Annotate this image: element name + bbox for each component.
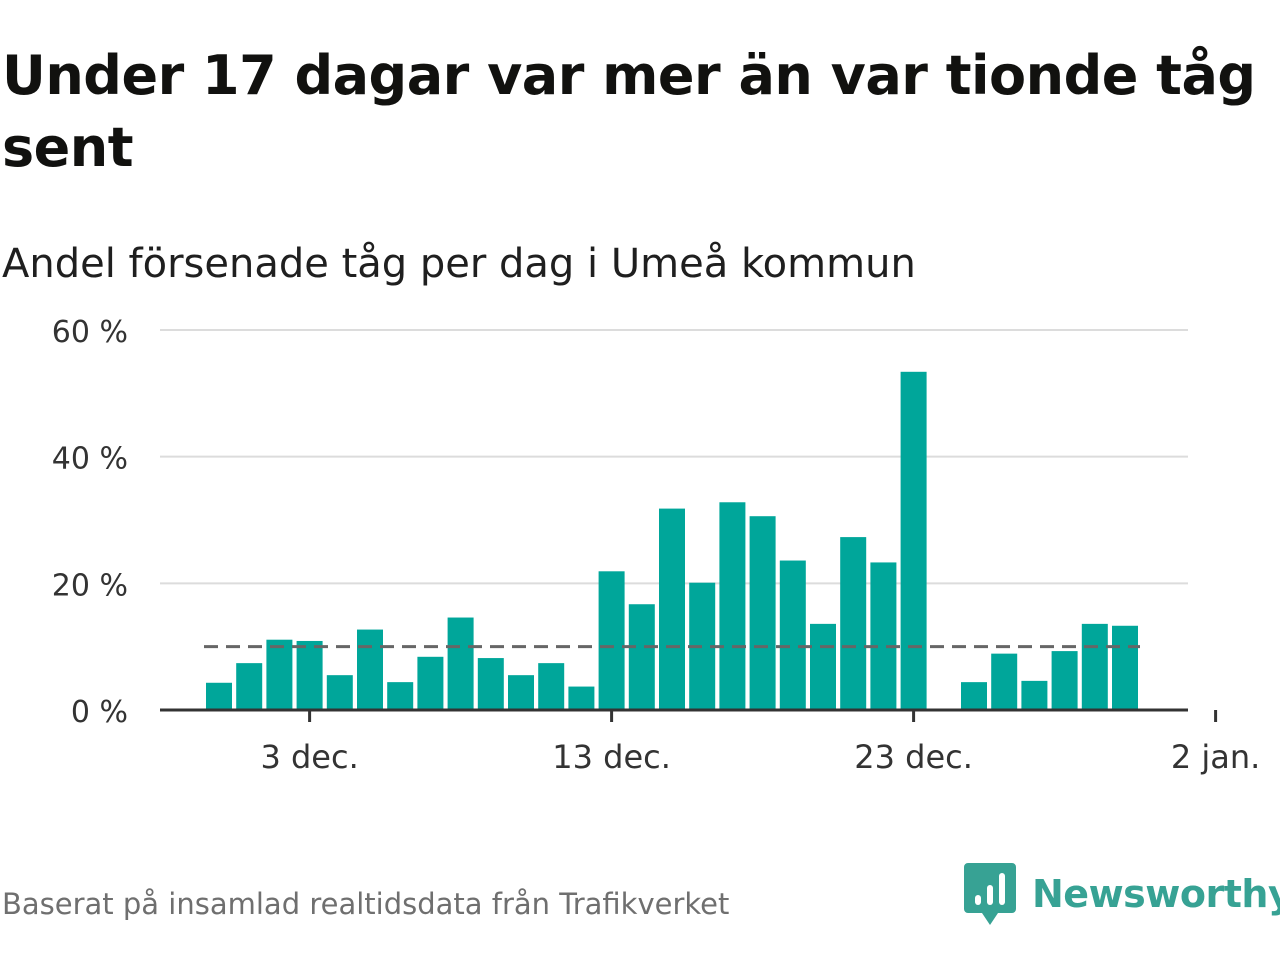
y-tick-label: 60 %: [52, 315, 128, 350]
x-tick-label: 23 dec.: [854, 738, 973, 776]
bar: [357, 629, 383, 710]
bar: [266, 639, 293, 710]
bar: [719, 502, 746, 710]
bars: [206, 371, 1138, 710]
x-tick-label: 3 dec.: [260, 738, 358, 776]
chart-title: Under 17 dagar var mer än var tionde tåg…: [2, 44, 1256, 179]
bar: [961, 682, 987, 710]
bar: [749, 516, 776, 710]
bar: [840, 537, 867, 710]
bar: [387, 682, 414, 710]
source-note: Baserat på insamlad realtidsdata från Tr…: [2, 887, 730, 921]
bar: [236, 663, 263, 710]
bar: [900, 371, 927, 710]
newsworthy-logo-icon: [964, 863, 1016, 925]
y-tick-label: 0 %: [71, 695, 128, 730]
x-tick-label: 2 jan.: [1171, 738, 1260, 776]
y-tick-label: 40 %: [52, 442, 128, 477]
bar: [538, 663, 565, 710]
bar: [991, 653, 1018, 710]
brand-logo[interactable]: Newsworthy: [964, 862, 1280, 926]
bar: [296, 640, 323, 710]
bar: [1021, 680, 1048, 710]
bar: [870, 562, 897, 710]
bar: [628, 604, 655, 710]
bar: [598, 571, 625, 710]
bar: [568, 686, 595, 710]
bar: [326, 675, 353, 710]
bar: [1112, 625, 1138, 710]
bar: [1081, 623, 1108, 710]
x-axis-ticks: 3 dec. 13 dec. 23 dec. 2 jan.: [260, 710, 1260, 776]
bar: [508, 675, 534, 710]
y-axis-ticks: 0 % 20 % 40 % 60 %: [52, 315, 128, 730]
chart-subtitle: Andel försenade tåg per dag i Umeå kommu…: [2, 241, 916, 287]
bar: [206, 682, 232, 710]
bar-chart: 0 % 20 % 40 % 60 % 3 dec. 13 dec. 23 dec. 2 ja…: [52, 315, 1261, 776]
bar: [417, 656, 444, 710]
brand-name: Newsworthy: [1032, 872, 1280, 916]
bar: [447, 617, 474, 710]
bar: [659, 508, 685, 710]
y-tick-label: 20 %: [52, 568, 128, 603]
bar: [477, 658, 504, 710]
x-tick-label: 13 dec.: [552, 738, 671, 776]
bar: [1051, 651, 1078, 710]
bar: [810, 623, 836, 710]
bar: [779, 560, 806, 710]
